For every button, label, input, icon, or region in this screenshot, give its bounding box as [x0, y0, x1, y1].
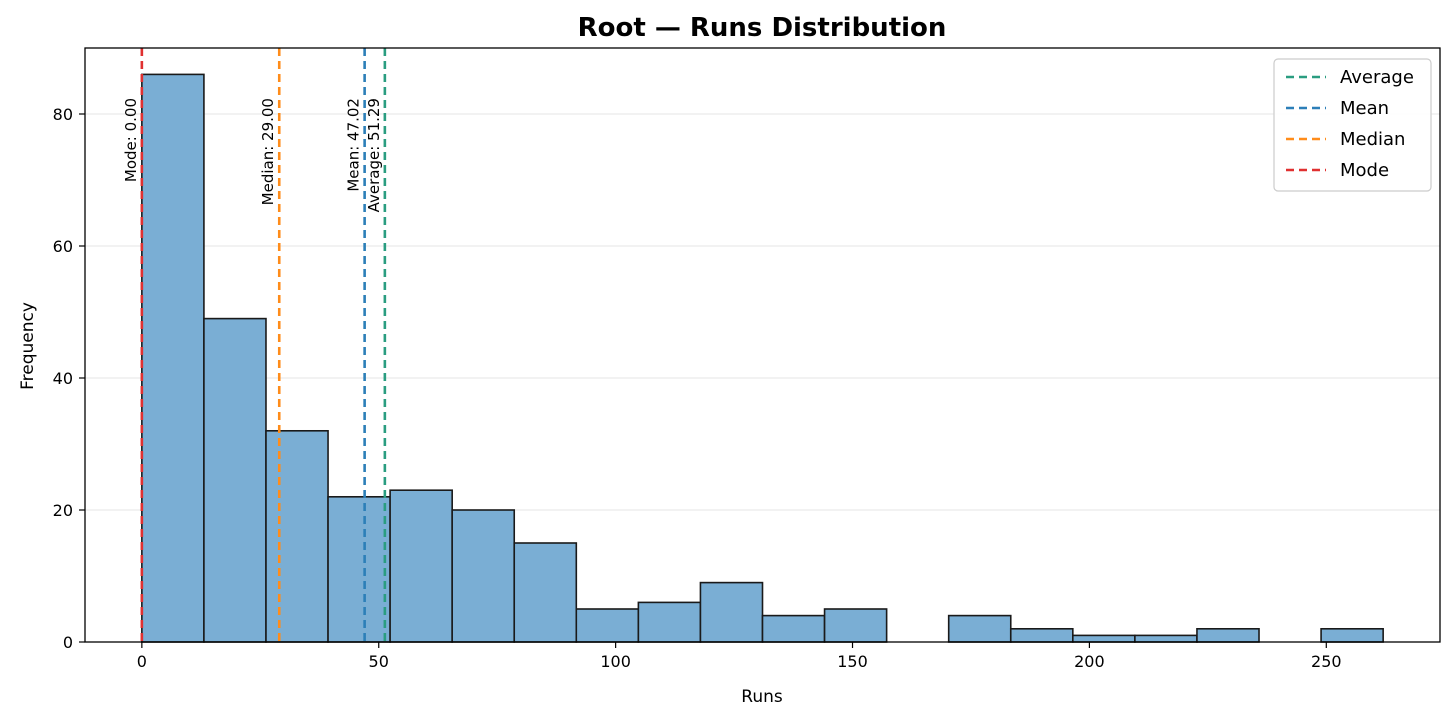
histogram-bar-8	[637, 601, 702, 643]
x-tick-label-0: 0	[137, 652, 147, 671]
histogram-bar-13	[947, 614, 1012, 643]
histogram-bar-5	[451, 509, 516, 643]
y-tick-label-2: 40	[53, 369, 73, 388]
y-axis-label: Frequency	[18, 302, 38, 390]
histogram-bar-19	[1320, 627, 1384, 643]
histogram-bar-10	[761, 614, 826, 643]
ref-label-median: Median: 29.00	[259, 98, 277, 205]
legend-label-average: Average	[1340, 67, 1414, 88]
ref-label-average: Average: 51.29	[365, 98, 383, 212]
x-tick-label-2: 100	[600, 652, 631, 671]
x-tick-label-1: 50	[369, 652, 389, 671]
histogram-bar-6	[513, 542, 578, 643]
y-tick-label-4: 80	[53, 105, 73, 124]
legend-label-mode: Mode	[1340, 160, 1389, 181]
histogram-bar-11	[823, 608, 888, 643]
histogram-bar-0	[141, 73, 205, 643]
ref-label-mean: Mean: 47.02	[345, 98, 363, 192]
y-tick-label-1: 20	[53, 501, 73, 520]
legend: Average Mean Median Mode	[1273, 58, 1432, 192]
histogram-bar-17	[1196, 627, 1260, 643]
histogram-bar-3	[327, 495, 391, 643]
chart-title: Root — Runs Distribution	[578, 13, 947, 43]
histogram-bar-9	[699, 581, 764, 643]
histogram-bar-15	[1072, 634, 1136, 643]
histogram-bar-1	[203, 317, 267, 643]
axes-frame	[84, 47, 1441, 643]
x-tick-label-4: 200	[1074, 652, 1105, 671]
histogram-bar-14	[1009, 627, 1074, 643]
ref-label-mode: Mode: 0.00	[122, 98, 140, 182]
x-tick-label-5: 250	[1311, 652, 1342, 671]
x-tick-label-3: 150	[837, 652, 868, 671]
y-tick-label-0: 0	[63, 633, 73, 652]
histogram-bar-7	[575, 608, 640, 643]
legend-label-mean: Mean	[1340, 98, 1389, 119]
histogram-bar-2	[265, 429, 329, 643]
histogram-bar-4	[389, 489, 453, 643]
x-axis-label: Runs	[741, 687, 783, 707]
legend-box	[1273, 58, 1432, 192]
histogram-bar-16	[1134, 634, 1198, 643]
legend-label-median: Median	[1340, 129, 1405, 150]
y-tick-label-3: 60	[53, 237, 73, 256]
